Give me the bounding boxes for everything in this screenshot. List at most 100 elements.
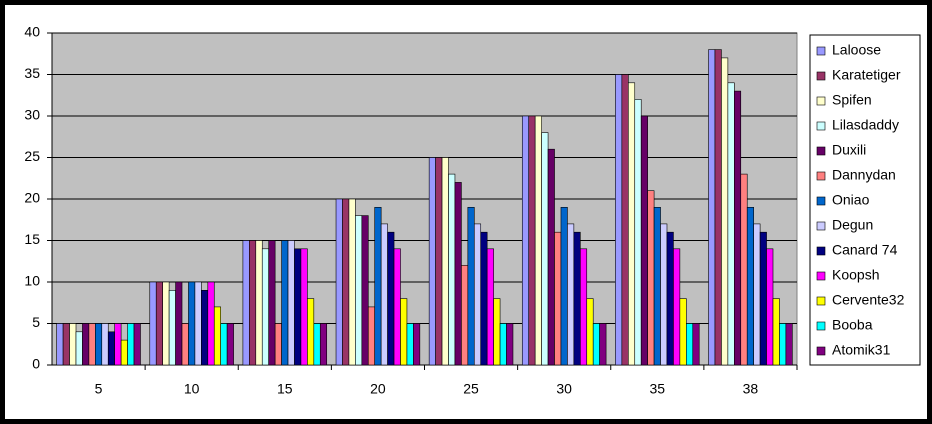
bar — [181, 323, 189, 366]
bar — [319, 323, 328, 366]
legend-label: Spifen — [832, 92, 872, 108]
bar — [249, 240, 257, 366]
bar — [194, 281, 202, 366]
bar — [734, 90, 742, 366]
bar — [274, 323, 282, 366]
bar — [727, 82, 735, 366]
bar — [634, 99, 642, 366]
legend-label: Lilasdaddy — [832, 117, 899, 133]
legend-swatch — [816, 196, 826, 206]
legend-swatch — [816, 96, 826, 106]
legend-swatch — [816, 221, 826, 231]
legend-label: Koopsh — [832, 267, 879, 283]
legend-swatch — [816, 296, 826, 306]
bar — [673, 248, 681, 366]
x-tick-label: 10 — [184, 381, 200, 397]
bar — [413, 323, 421, 366]
legend-swatch — [816, 246, 826, 256]
legend-label: Duxili — [832, 142, 866, 158]
bar — [573, 231, 581, 366]
bar — [149, 281, 157, 366]
bar — [679, 298, 687, 366]
bar — [255, 240, 263, 366]
legend-swatch — [816, 271, 826, 281]
bar — [541, 132, 549, 366]
bar — [355, 215, 363, 366]
legend — [809, 34, 921, 366]
y-tick-label: 10 — [24, 273, 40, 289]
legend-label: Dannydan — [832, 167, 896, 183]
legend-swatch — [816, 121, 826, 131]
bar — [307, 298, 315, 366]
bar — [461, 265, 469, 366]
y-tick-label: 20 — [24, 190, 40, 206]
legend-label: Laloose — [832, 42, 881, 58]
bar — [133, 323, 141, 366]
legend-swatch — [816, 146, 826, 156]
legend-swatch — [816, 346, 826, 356]
bar — [547, 148, 555, 366]
legend-label: Oniao — [832, 192, 870, 208]
bar — [69, 323, 77, 366]
x-tick-label: 15 — [277, 381, 293, 397]
bar — [580, 248, 588, 366]
bar — [499, 323, 507, 366]
bar — [155, 281, 163, 366]
x-tick-label: 35 — [650, 381, 666, 397]
bar — [615, 74, 623, 366]
bar — [534, 115, 542, 366]
bar — [721, 57, 729, 366]
bar — [313, 323, 321, 366]
bar — [506, 323, 514, 366]
bar — [114, 323, 122, 366]
bar — [621, 74, 629, 366]
bar — [640, 115, 648, 366]
bar — [753, 223, 761, 366]
bar — [586, 298, 594, 366]
bar — [785, 323, 793, 366]
bar — [348, 198, 356, 366]
y-tick-label: 25 — [24, 148, 40, 164]
bar — [393, 248, 401, 366]
bar — [342, 198, 350, 366]
bar — [287, 240, 295, 366]
bar — [162, 281, 170, 366]
bar — [107, 331, 115, 366]
bar — [528, 115, 536, 366]
bar — [653, 207, 661, 366]
legend-label: Cervente32 — [832, 292, 905, 308]
x-tick-label: 5 — [95, 381, 103, 397]
bar — [387, 231, 395, 366]
legend-swatch — [816, 71, 826, 81]
bar — [647, 190, 655, 366]
bar — [62, 323, 70, 366]
x-tick-label: 38 — [743, 381, 759, 397]
bar — [281, 240, 289, 366]
bar — [226, 323, 234, 366]
bar — [666, 231, 674, 366]
bar — [268, 240, 276, 366]
bar — [746, 207, 754, 366]
bar — [714, 49, 722, 366]
bar — [473, 223, 482, 366]
bar — [406, 323, 414, 366]
bar — [428, 157, 436, 366]
bar — [628, 82, 636, 366]
bar — [708, 49, 716, 366]
bar — [242, 240, 250, 366]
legend-swatch — [816, 171, 826, 181]
bar — [380, 223, 388, 366]
bar — [480, 231, 488, 366]
bar — [521, 115, 530, 366]
x-tick-label: 20 — [370, 381, 386, 397]
legend-label: Karatetiger — [832, 67, 901, 83]
bar — [201, 289, 209, 366]
bar — [335, 198, 343, 366]
bar — [261, 248, 269, 366]
bar — [435, 157, 443, 366]
bar — [300, 248, 308, 366]
y-tick-label: 30 — [24, 107, 40, 123]
bar — [220, 323, 228, 366]
bar — [82, 323, 90, 366]
